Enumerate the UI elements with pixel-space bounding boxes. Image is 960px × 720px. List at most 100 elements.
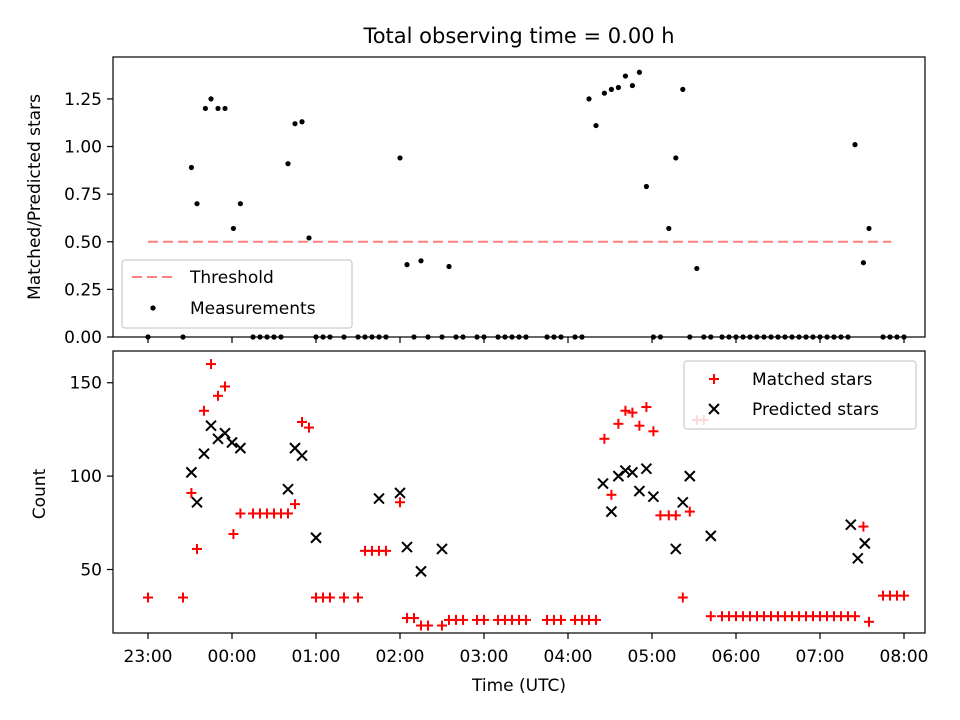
measurement-point (299, 119, 305, 125)
measurement-point (222, 105, 228, 112)
measurement-point (593, 122, 599, 129)
measurement-point (188, 164, 194, 171)
measurement-point (202, 105, 208, 112)
measurement-point (860, 260, 867, 266)
matched-star-point (220, 381, 230, 392)
legend-predicted-swatch (708, 403, 720, 415)
measurement-point (306, 235, 312, 241)
matched-star-point (192, 543, 202, 554)
predicted-star-point (670, 543, 682, 555)
predicted-star-point (626, 466, 639, 479)
bottom-legend: Matched stars Predicted stars (683, 360, 917, 430)
measurement-point (208, 96, 214, 102)
top-y-tick-label: 0.00 (64, 328, 102, 348)
matched-star-point (899, 590, 909, 601)
measurement-point (629, 82, 636, 89)
x-tick-label: 01:00 (292, 647, 341, 667)
bottom-plot-area: 50 100 150 23:00 00:00 01:00 02:00 03:00 04:00 05… (70, 359, 929, 667)
matched-star-point (186, 487, 197, 498)
measurement-point (404, 262, 410, 268)
top-axes-frame (112, 56, 926, 338)
matched-star-point (339, 592, 349, 603)
top-y-tick-label: 1.00 (64, 138, 102, 158)
matched-star-point (304, 422, 314, 433)
measurement-point (608, 86, 615, 92)
matched-star-point (613, 418, 624, 429)
legend-x-mark (708, 403, 720, 415)
bottom-panel: Count Time (UTC) 50 100 150 23:00 00:00 01:00… (30, 350, 929, 696)
matched-star-point (641, 402, 652, 413)
matched-star-point (228, 529, 239, 540)
x-tick-label: 06:00 (712, 647, 761, 667)
matched-star-point (409, 613, 419, 624)
x-tick-label: 05:00 (628, 647, 677, 667)
measurement-point (852, 142, 858, 148)
measurement-point (237, 201, 243, 207)
measurement-point (418, 258, 424, 264)
predicted-star-point (859, 537, 871, 550)
matched-star-point (858, 521, 869, 532)
matched-star-point (634, 420, 645, 431)
measurement-point (397, 155, 403, 161)
legend-threshold-label: Threshold (189, 268, 274, 288)
measurement-point (615, 84, 622, 91)
legend-matched-swatch (709, 374, 719, 384)
measurement-point (586, 96, 592, 102)
matched-star-point (325, 592, 335, 603)
matched-star-point (620, 405, 631, 416)
top-y-tick-label: 1.25 (64, 90, 102, 110)
predicted-star-point (226, 436, 238, 449)
measurement-point (636, 69, 643, 75)
matched-star-point (591, 614, 601, 625)
predicted-star-point (401, 541, 413, 553)
predicted-star-point (647, 490, 660, 503)
matched-star-point (353, 592, 363, 603)
predicted-star-point (605, 505, 618, 518)
measurement-point (866, 225, 872, 232)
matched-star-point (381, 545, 391, 556)
predicted-star-point (198, 448, 210, 460)
measurement-point (215, 105, 221, 112)
measurement-point (680, 86, 686, 92)
legend-predicted-label: Predicted stars (752, 400, 879, 420)
predicted-star-point (852, 552, 864, 565)
measurement-point (694, 265, 700, 272)
matched-star-point (199, 405, 209, 416)
top-legend-box (121, 259, 353, 329)
x-tick-label: 23:00 (124, 647, 173, 667)
matched-star-point (627, 407, 638, 418)
predicted-star-point (845, 518, 857, 531)
predicted-star-point (185, 466, 198, 479)
top-y-tick-label: 0.75 (64, 185, 102, 205)
matched-star-point (297, 416, 307, 427)
matched-star-point (670, 510, 681, 521)
matched-star-point (458, 614, 468, 625)
legend-plus-mark (709, 374, 719, 384)
predicted-star-point (677, 496, 689, 508)
matched-star-point (283, 508, 293, 519)
bottom-legend-box (683, 360, 917, 430)
matched-star-point (290, 499, 300, 510)
predicted-star-point (394, 487, 406, 499)
predicted-star-point (633, 485, 646, 497)
predicted-star-point (640, 462, 653, 475)
matched-star-point (143, 592, 153, 603)
top-panel: Total observing time = 0.00 h Matched/Pr… (25, 24, 926, 348)
bottom-y-axis-label: Count (30, 468, 50, 519)
matched-star-point (178, 592, 188, 603)
measurement-point (643, 183, 650, 190)
legend-measurements-swatch (150, 305, 156, 311)
x-tick-label: 00:00 (208, 647, 257, 667)
measurement-point (292, 121, 298, 127)
bottom-y-tick-label: 50 (80, 561, 102, 581)
measurement-point (194, 201, 200, 207)
predicted-star-point (597, 477, 609, 490)
matched-star-point (423, 620, 433, 631)
bottom-y-tick-label: 150 (70, 374, 102, 394)
matched-star-point (850, 611, 860, 622)
measurement-point (446, 263, 452, 270)
matched-star-point (235, 508, 246, 519)
matched-star-point (213, 390, 223, 401)
chart-title: Total observing time = 0.00 h (362, 24, 674, 48)
matched-star-point (395, 497, 405, 508)
